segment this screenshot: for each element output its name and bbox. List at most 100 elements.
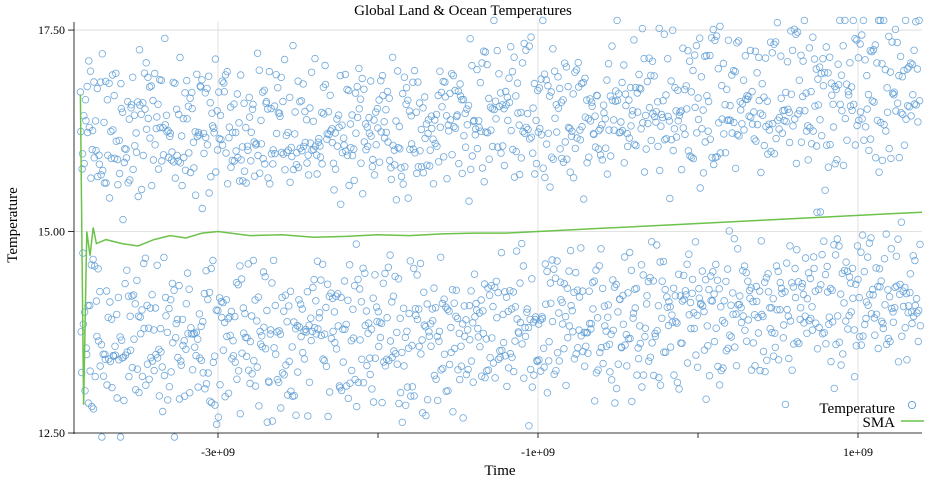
temperature-point bbox=[822, 43, 830, 51]
temperature-point bbox=[820, 68, 829, 77]
temperature-point bbox=[461, 109, 469, 118]
temperature-point bbox=[334, 322, 342, 330]
temperature-point bbox=[233, 90, 241, 98]
temperature-point bbox=[544, 129, 552, 137]
temperature-point bbox=[188, 366, 197, 374]
temperature-point bbox=[375, 342, 383, 351]
temperature-point bbox=[892, 107, 900, 115]
temperature-point bbox=[185, 149, 193, 157]
temperature-point bbox=[317, 276, 325, 284]
temperature-point bbox=[106, 298, 114, 306]
temperature-point bbox=[763, 356, 771, 364]
temperature-point bbox=[528, 275, 536, 283]
temperature-point bbox=[596, 151, 605, 159]
temperature-point bbox=[94, 265, 102, 273]
temperature-point bbox=[415, 99, 424, 107]
temperature-point bbox=[102, 179, 110, 187]
temperature-point bbox=[679, 44, 687, 52]
temperature-point bbox=[96, 78, 105, 86]
temperature-point bbox=[454, 87, 463, 96]
temperature-point bbox=[604, 313, 612, 321]
temperature-point bbox=[465, 301, 474, 310]
temperature-point bbox=[418, 336, 426, 344]
temperature-point bbox=[244, 260, 252, 268]
temperature-point bbox=[343, 151, 352, 159]
temperature-point bbox=[512, 92, 520, 100]
temperature-point bbox=[560, 280, 568, 288]
temperature-point bbox=[256, 327, 264, 336]
temperature-point bbox=[756, 366, 764, 375]
temperature-point bbox=[126, 176, 134, 184]
temperature-point bbox=[268, 417, 277, 425]
temperature-point bbox=[501, 352, 509, 360]
temperature-point bbox=[621, 341, 629, 349]
temperature-point bbox=[120, 396, 128, 405]
temperature-point bbox=[148, 291, 156, 299]
temperature-point bbox=[780, 321, 788, 329]
temperature-point bbox=[638, 383, 646, 391]
temperature-point bbox=[599, 359, 607, 368]
temperature-point bbox=[894, 235, 902, 243]
temperature-point bbox=[180, 392, 189, 400]
temperature-point bbox=[576, 126, 584, 134]
temperature-point bbox=[793, 245, 801, 254]
temperature-point bbox=[872, 264, 880, 272]
y-tick-label: 15.00 bbox=[38, 225, 65, 239]
temperature-point bbox=[710, 337, 719, 346]
temperature-point bbox=[218, 141, 227, 149]
temperature-point bbox=[737, 318, 746, 327]
temperature-point bbox=[679, 124, 687, 132]
temperature-point bbox=[357, 159, 365, 167]
temperature-point bbox=[607, 376, 616, 384]
temperature-point bbox=[364, 329, 372, 337]
temperature-point bbox=[492, 277, 501, 285]
temperature-point bbox=[258, 332, 266, 340]
temperature-point bbox=[742, 269, 750, 277]
temperature-point bbox=[406, 257, 414, 265]
temperature-point bbox=[511, 337, 519, 345]
temperature-point bbox=[451, 86, 459, 95]
temperature-point bbox=[663, 293, 671, 301]
temperature-point bbox=[499, 338, 508, 347]
temperature-point bbox=[432, 110, 441, 119]
temperature-point bbox=[177, 357, 185, 365]
temperature-point bbox=[457, 362, 466, 370]
temperature-point bbox=[781, 288, 789, 296]
temperature-point bbox=[218, 77, 226, 85]
temperature-point bbox=[253, 363, 261, 371]
temperature-point bbox=[185, 285, 193, 293]
temperature-point bbox=[733, 39, 741, 47]
temperature-point bbox=[381, 269, 389, 278]
temperature-point bbox=[652, 118, 660, 126]
temperature-point bbox=[518, 59, 527, 67]
temperature-point bbox=[574, 344, 582, 352]
temperature-point bbox=[133, 276, 141, 285]
temperature-point bbox=[176, 159, 185, 167]
temperature-point bbox=[495, 70, 503, 78]
temperature-point bbox=[88, 145, 96, 154]
temperature-point bbox=[483, 60, 491, 69]
temperature-point bbox=[350, 176, 358, 185]
temperature-point bbox=[399, 89, 407, 98]
temperature-point bbox=[491, 374, 499, 382]
temperature-point bbox=[265, 67, 274, 76]
temperature-point bbox=[743, 91, 751, 100]
temperature-point bbox=[599, 284, 607, 293]
temperature-point bbox=[602, 144, 610, 152]
temperature-point bbox=[78, 165, 86, 173]
temperature-point bbox=[288, 343, 296, 351]
temperature-point bbox=[904, 102, 912, 110]
temperature-point bbox=[592, 266, 600, 274]
temperature-point bbox=[189, 330, 197, 338]
temperature-point bbox=[93, 332, 101, 341]
temperature-point bbox=[220, 87, 228, 96]
temperature-point bbox=[577, 244, 585, 252]
temperature-point bbox=[137, 185, 146, 194]
temperature-point bbox=[481, 48, 490, 56]
temperature-point bbox=[342, 320, 350, 329]
temperature-point bbox=[200, 149, 208, 158]
temperature-point bbox=[116, 433, 125, 441]
temperature-point bbox=[315, 314, 323, 322]
temperature-point bbox=[641, 332, 649, 341]
